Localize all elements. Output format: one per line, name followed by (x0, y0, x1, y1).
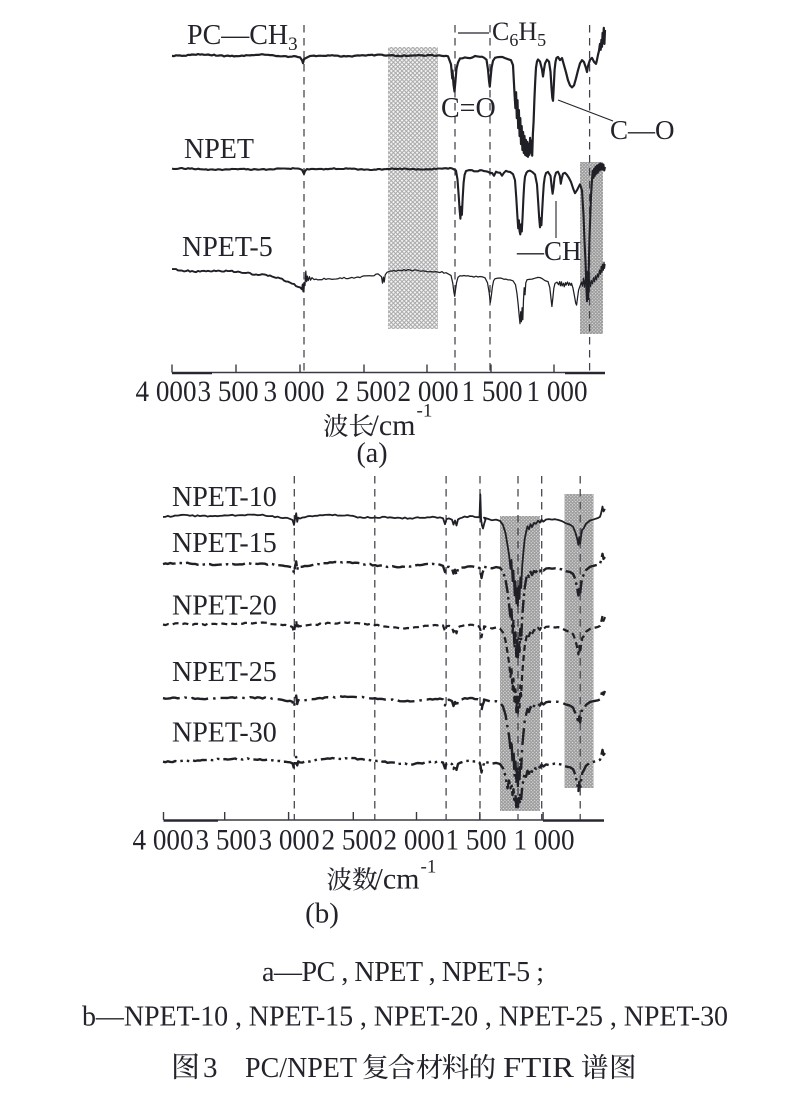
svg-text:/cm: /cm (371, 409, 416, 442)
svg-text:PC/NPET: PC/NPET (245, 1052, 357, 1084)
svg-text:1 500: 1 500 (446, 824, 507, 857)
svg-text:NPET-25: NPET-25 (172, 657, 277, 688)
svg-text:3 500: 3 500 (198, 375, 259, 408)
svg-text:-1: -1 (421, 857, 437, 878)
svg-text:PC—CH3: PC—CH3 (187, 20, 298, 55)
svg-text:2 500: 2 500 (336, 375, 397, 408)
svg-text:1 000: 1 000 (527, 375, 588, 408)
svg-text:4 000: 4 000 (133, 824, 194, 857)
svg-text:FTIR: FTIR (503, 1052, 575, 1084)
svg-text:NPET-30: NPET-30 (172, 718, 277, 749)
svg-text:—CH: —CH (516, 236, 582, 266)
svg-text:3 000: 3 000 (259, 824, 320, 857)
svg-text:3 500: 3 500 (196, 824, 257, 857)
svg-text:NPET-5: NPET-5 (182, 232, 273, 263)
svg-text:b—NPET-10 , NPET-15 , NPET-20: b—NPET-10 , NPET-15 , NPET-20 , NPET-25 … (82, 1002, 728, 1033)
svg-text:2 000: 2 000 (398, 375, 459, 408)
svg-text:2 500: 2 500 (322, 824, 383, 857)
svg-text:1 000: 1 000 (514, 824, 575, 857)
svg-text:/cm: /cm (375, 863, 420, 896)
svg-text:a—PC , NPET , NPET-5 ;: a—PC , NPET , NPET-5 ; (262, 957, 544, 988)
svg-text:NPET-10: NPET-10 (172, 482, 277, 513)
svg-text:3 000: 3 000 (264, 375, 325, 408)
svg-text:4 000: 4 000 (136, 375, 197, 408)
svg-text:2 000: 2 000 (384, 824, 445, 857)
svg-text:-1: -1 (417, 401, 433, 422)
svg-text:NPET-15: NPET-15 (172, 528, 277, 559)
svg-text:NPET-20: NPET-20 (172, 591, 277, 622)
svg-text:C—O: C—O (610, 115, 675, 145)
svg-text:C=O: C=O (441, 93, 496, 124)
svg-text:NPET: NPET (184, 134, 254, 165)
svg-text:C6H5: C6H5 (492, 17, 546, 50)
svg-text:3: 3 (203, 1052, 218, 1084)
svg-text:(b): (b) (305, 898, 339, 930)
svg-text:(a): (a) (356, 438, 387, 469)
svg-text:1 500: 1 500 (462, 375, 523, 408)
